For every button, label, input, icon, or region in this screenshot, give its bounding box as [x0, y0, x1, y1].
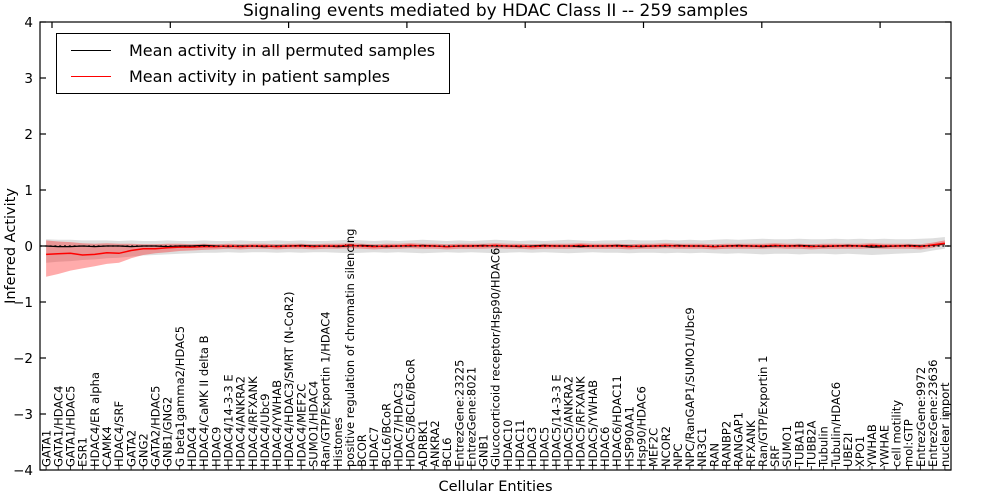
x-tick-label: GATA1/HDAC5	[64, 386, 78, 467]
x-tick-label: Tubulin/HDAC6	[829, 382, 843, 468]
y-tick-label: 2	[24, 127, 33, 143]
x-tick-label: UBE2I	[841, 433, 855, 467]
x-tick-label: G beta1gamma2/HDAC5	[173, 326, 187, 467]
x-tick-label: NR3C1	[695, 428, 709, 467]
legend-label-patient: Mean activity in patient samples	[129, 67, 390, 86]
x-tick-label: HDAC4	[185, 427, 199, 467]
legend-item-permuted: Mean activity in all permuted samples	[71, 41, 435, 60]
y-tick-label: 0	[24, 239, 33, 255]
x-tick-label: HDAC4/Ubc9	[258, 393, 272, 467]
x-tick-label: YWHAB	[865, 424, 879, 468]
x-tick-label: Glucocorticoid receptor/Hsp90/HDAC6	[489, 248, 503, 467]
x-tick-label: XPO1	[853, 436, 867, 467]
x-tick-label: HDAC4/ER alpha	[88, 372, 102, 467]
x-tick-label: TUBB2A	[805, 420, 819, 468]
x-tick-label: HDAC7/HDAC3	[392, 383, 406, 468]
x-tick-label: HDAC7	[367, 427, 381, 467]
x-tick-label: NPC/RanGAP1/SUMO1/Ubc9	[683, 307, 697, 467]
x-tick-label: GNB1/GNG2	[161, 397, 175, 467]
x-tick-label: BCOR	[355, 434, 369, 467]
x-tick-label: EntrezGene:8021	[464, 367, 478, 467]
x-tick-label: HDAC4/YWHAB	[270, 380, 284, 467]
x-tick-label: Ran/GTP/Exportin 1/HDAC4	[319, 311, 333, 467]
x-tick-label: RANBP2	[720, 421, 734, 467]
x-tick-label: HDAC4/14-3-3 E	[222, 374, 236, 467]
x-tick-label: BCL6/BCoR	[379, 403, 393, 467]
x-tick-label: SUMO1/HDAC4	[307, 381, 321, 467]
x-tick-label: GATA2/HDAC5	[149, 386, 163, 467]
x-tick-label: RAN	[707, 443, 721, 467]
y-tick-label: −1	[13, 295, 33, 311]
x-tick-label: HDAC10	[501, 419, 515, 467]
x-tick-label: ADRBK1	[416, 420, 430, 467]
x-tick-label: SRF	[768, 445, 782, 467]
y-tick-label: 1	[24, 183, 33, 199]
x-tick-label: EntrezGene:9972	[914, 367, 928, 467]
x-tick-label: HDAC11	[513, 419, 527, 467]
x-tick-label: HDAC4/CaMK II delta B	[197, 335, 211, 467]
x-tick-label: HDAC3	[525, 427, 539, 467]
x-tick-label: NPC	[671, 443, 685, 467]
x-tick-label: MEF2C	[647, 428, 661, 467]
x-tick-label: mol:GTP	[902, 419, 916, 467]
x-tick-label: RANGAP1	[732, 412, 746, 467]
x-tick-label: HDAC6/HDAC11	[610, 375, 624, 467]
y-tick-label: 4	[24, 15, 33, 31]
x-tick-label: GATA1	[39, 430, 53, 467]
x-tick-label: HDAC4/ANKRA2	[234, 376, 248, 467]
x-tick-label: GNG2	[136, 433, 150, 467]
x-tick-label: cell motility	[890, 400, 904, 467]
x-tick-label: GATA2	[124, 430, 138, 467]
x-tick-label: HDAC4/RFXANK	[246, 376, 260, 467]
patient-std-band	[46, 240, 945, 277]
x-tick-label: HDAC5/ANKRA2	[562, 376, 576, 467]
x-tick-label: HDAC4/SRF	[112, 401, 126, 467]
x-tick-label: Tubulin	[817, 426, 831, 468]
x-tick-label: CAMK4	[100, 426, 114, 467]
permuted-std-band	[46, 237, 945, 263]
x-tick-label: NCOR2	[659, 426, 673, 467]
y-tick-label: −4	[13, 463, 33, 479]
x-tick-label: HDAC6	[598, 427, 612, 467]
x-tick-label: SUMO1	[780, 425, 794, 467]
x-tick-label: HDAC4/MEF2C	[294, 384, 308, 467]
chart-title: Signaling events mediated by HDAC Class …	[242, 1, 749, 21]
x-tick-label: Ran/GTP/Exportin 1	[756, 356, 770, 467]
y-tick-label: 3	[24, 71, 33, 87]
x-tick-label: EntrezGene:23636	[926, 360, 940, 467]
legend-label-permuted: Mean activity in all permuted samples	[129, 41, 436, 60]
x-tick-label: EntrezGene:23225	[452, 360, 466, 467]
legend: Mean activity in all permuted samples Me…	[56, 33, 451, 94]
x-tick-label: positive regulation of chromatin silenci…	[343, 229, 357, 467]
x-tick-label: ESR1	[76, 437, 90, 467]
x-tick-label: Hsp90/HDAC6	[635, 386, 649, 467]
x-tick-label: HDAC5/BCL6/BCoR	[404, 359, 418, 467]
x-tick-label: GNB1	[477, 434, 491, 467]
y-axis-label: Inferred Activity	[3, 188, 19, 304]
permuted-line-swatch-icon	[71, 50, 111, 51]
x-tick-label: TUBA1B	[792, 420, 806, 468]
y-tick-label: −3	[13, 407, 33, 423]
x-tick-label: Histones	[331, 417, 345, 467]
legend-item-patient: Mean activity in patient samples	[71, 67, 435, 86]
x-tick-label: nuclear import	[938, 382, 952, 467]
x-tick-label: HDAC5/RFXANK	[574, 376, 588, 467]
x-tick-label: HDAC5/YWHAB	[586, 380, 600, 467]
x-tick-label: YWHAE	[877, 425, 891, 468]
x-tick-label: HDAC4/HDAC3/SMRT (N-CoR2)	[282, 291, 296, 467]
x-tick-label: HDAC5	[537, 427, 551, 467]
x-tick-label: ANKRA2	[428, 420, 442, 467]
x-tick-label: GATA1/HDAC4	[51, 386, 65, 467]
x-tick-label: RFXANK	[744, 420, 758, 467]
x-tick-label: HDAC9	[209, 427, 223, 467]
x-tick-label: BCL6	[440, 438, 454, 467]
x-axis-label: Cellular Entities	[438, 479, 553, 495]
y-tick-label: −2	[13, 351, 33, 367]
patient-line-swatch-icon	[71, 76, 111, 77]
x-tick-label: HSP90AA1	[622, 406, 636, 467]
x-tick-label: HDAC5/14-3-3 E	[549, 374, 563, 467]
